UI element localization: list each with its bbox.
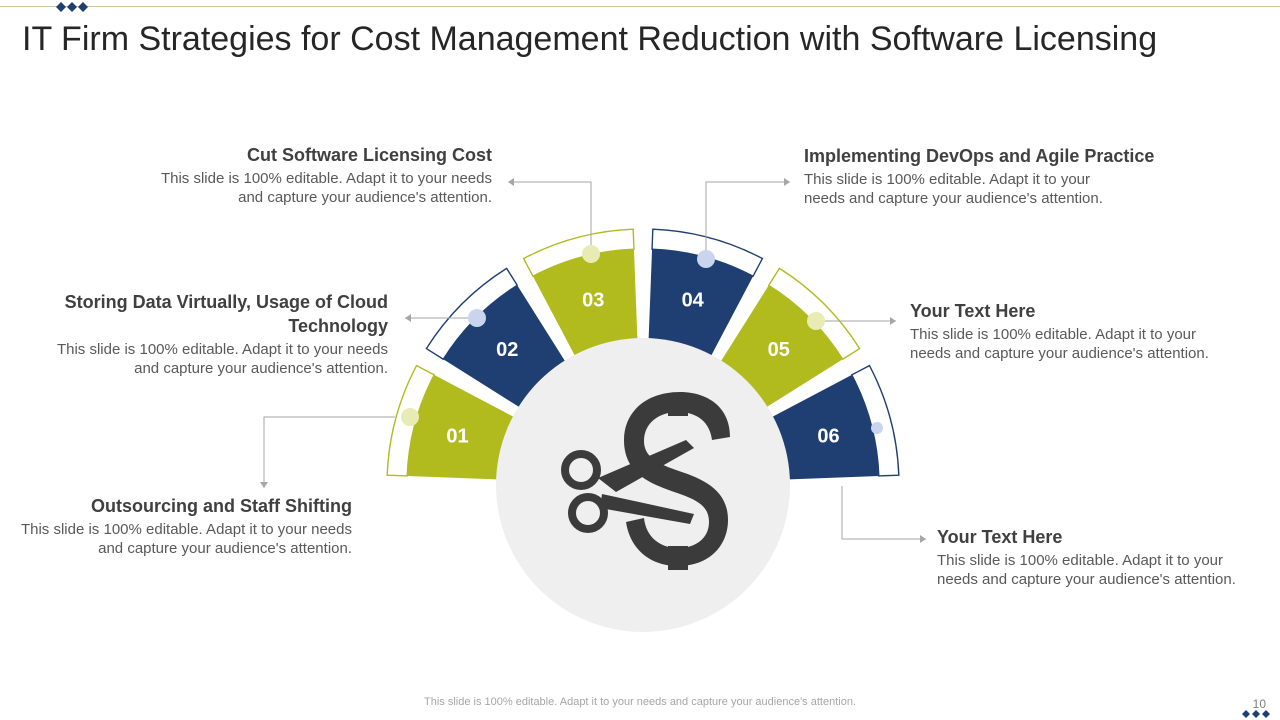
- item-06-description: This slide is 100% editable. Adapt it to…: [937, 552, 1236, 588]
- connector-lines: [260, 178, 926, 543]
- page-title: IT Firm Strategies for Cost Management R…: [22, 20, 1158, 58]
- top-diamonds-icon: [56, 2, 88, 12]
- connector-01-line: [263, 416, 395, 488]
- item-01-description: This slide is 100% editable. Adapt it to…: [20, 521, 352, 557]
- segment-01-number: 01: [446, 425, 468, 447]
- segment-04-number: 04: [682, 290, 705, 312]
- connector-04-arrowhead: [784, 178, 790, 186]
- item-05-text-block: Your Text Here This slide is 100% editab…: [910, 299, 1240, 363]
- item-01-heading: Outsourcing and Staff Shifting: [91, 496, 352, 516]
- item-06-heading: Your Text Here: [937, 527, 1063, 547]
- segment-wedges: 01 02 03 04 05 06: [407, 249, 879, 480]
- item-04-description: This slide is 100% editable. Adapt it to…: [804, 171, 1103, 207]
- item-02-heading: Storing Data Virtually, Usage of Cloud T…: [64, 292, 388, 336]
- item-02-description: This slide is 100% editable. Adapt it to…: [56, 341, 388, 377]
- dot-02: [468, 309, 486, 327]
- scissors-cutting-dollar-icon: [561, 392, 730, 570]
- top-rule: [0, 6, 1280, 7]
- connector-02-arrowhead: [405, 314, 411, 322]
- item-03-description: This slide is 100% editable. Adapt it to…: [160, 170, 492, 206]
- item-03-text-block: Cut Software Licensing Cost This slide i…: [160, 143, 492, 207]
- connector-05-arrowhead: [890, 317, 896, 325]
- bottom-diamonds-icon: [1242, 710, 1270, 718]
- connector-06-arrowhead: [920, 535, 926, 543]
- item-01-text-block: Outsourcing and Staff Shifting This slid…: [20, 494, 352, 558]
- dot-01: [401, 408, 419, 426]
- segment-04-wedge: [648, 249, 754, 362]
- segment-03-wedge: [532, 249, 638, 362]
- segment-03-number: 03: [582, 290, 604, 312]
- connector-06-line: [841, 486, 926, 540]
- segment-06-wedge: [766, 374, 879, 480]
- connector-03-arrowhead: [508, 178, 514, 186]
- page-number: 10: [1252, 697, 1266, 711]
- connector-dots: [401, 245, 883, 434]
- dot-05: [807, 312, 825, 330]
- item-05-description: This slide is 100% editable. Adapt it to…: [910, 326, 1209, 362]
- item-04-text-block: Implementing DevOps and Agile Practice T…: [804, 144, 1204, 208]
- center-circle: [496, 338, 790, 632]
- connector-04-line: [705, 181, 790, 259]
- item-04-heading: Implementing DevOps and Agile Practice: [804, 146, 1155, 166]
- segment-05-number: 05: [768, 339, 790, 361]
- segment-02-wedge: [443, 285, 569, 411]
- dot-03: [582, 245, 600, 263]
- connector-03-line: [508, 181, 592, 254]
- item-03-heading: Cut Software Licensing Cost: [246, 145, 492, 165]
- item-05-heading: Your Text Here: [910, 301, 1036, 321]
- segment-05-wedge: [717, 285, 843, 411]
- item-02-text-block: Storing Data Virtually, Usage of Cloud T…: [40, 290, 388, 378]
- dot-04: [697, 250, 715, 268]
- segment-02-number: 02: [496, 339, 518, 361]
- segment-01-wedge: [407, 374, 520, 480]
- segment-06-number: 06: [817, 425, 839, 447]
- footer-note: This slide is 100% editable. Adapt it to…: [424, 696, 856, 708]
- item-06-text-block: Your Text Here This slide is 100% editab…: [937, 525, 1267, 589]
- connector-01-arrowhead: [260, 482, 268, 488]
- dot-06: [871, 422, 883, 434]
